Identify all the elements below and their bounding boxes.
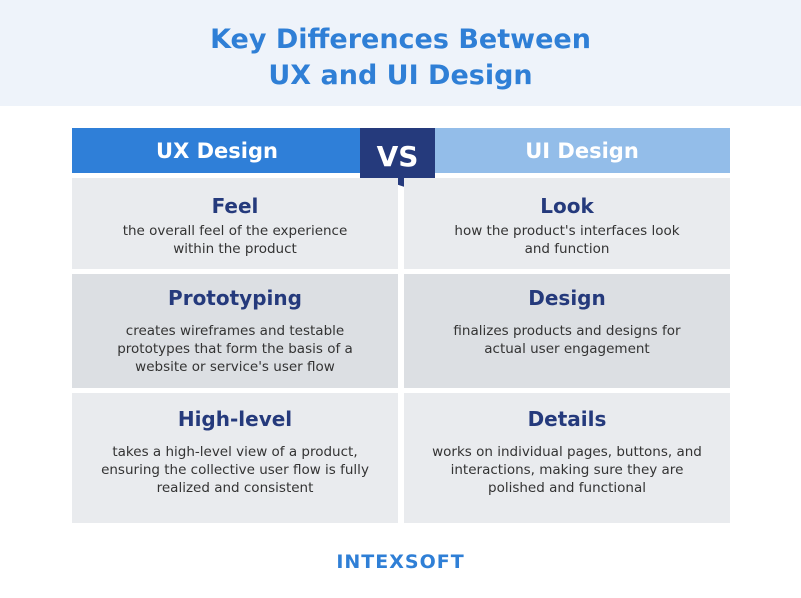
cell-text: works on individual pages, buttons, and … (432, 444, 702, 496)
ux-header: UX Design (72, 128, 372, 173)
title-band (0, 0, 801, 106)
cell-text: finalizes products and designs for actua… (453, 323, 681, 357)
cell-heading: Look (540, 194, 594, 218)
cell-heading: Prototyping (168, 286, 302, 310)
cell-heading: Design (528, 286, 606, 310)
cell-text: how the product's interfaces look and fu… (454, 223, 680, 257)
ui-cell-design: Design finalizes products and designs fo… (404, 274, 730, 388)
ux-cell-feel: Feel the overall feel of the experience … (72, 178, 398, 269)
ux-cell-high-level: High-level takes a high-level view of a … (72, 393, 398, 523)
cell-heading: High-level (177, 407, 293, 431)
intexsoft-logo: INTEXSOFT (336, 551, 465, 573)
cell-heading: Feel (211, 194, 259, 218)
title-line-2: UX and UI Design (268, 60, 533, 91)
cell-text: the overall feel of the experience withi… (122, 223, 348, 257)
ui-header: UI Design (424, 128, 730, 173)
title-line-1: Key Differences Between (210, 24, 591, 55)
cell-text: takes a high-level view of a product, en… (101, 444, 369, 496)
ui-cell-look: Look how the product's interfaces look a… (404, 178, 730, 269)
page-title: Key Differences Between UX and UI Design (0, 22, 801, 94)
cell-text: creates wireframes and testable prototyp… (117, 323, 353, 375)
cell-heading: Details (527, 407, 607, 431)
ui-cell-details: Details works on individual pages, butto… (404, 393, 730, 523)
ux-cell-prototyping: Prototyping creates wireframes and testa… (72, 274, 398, 388)
